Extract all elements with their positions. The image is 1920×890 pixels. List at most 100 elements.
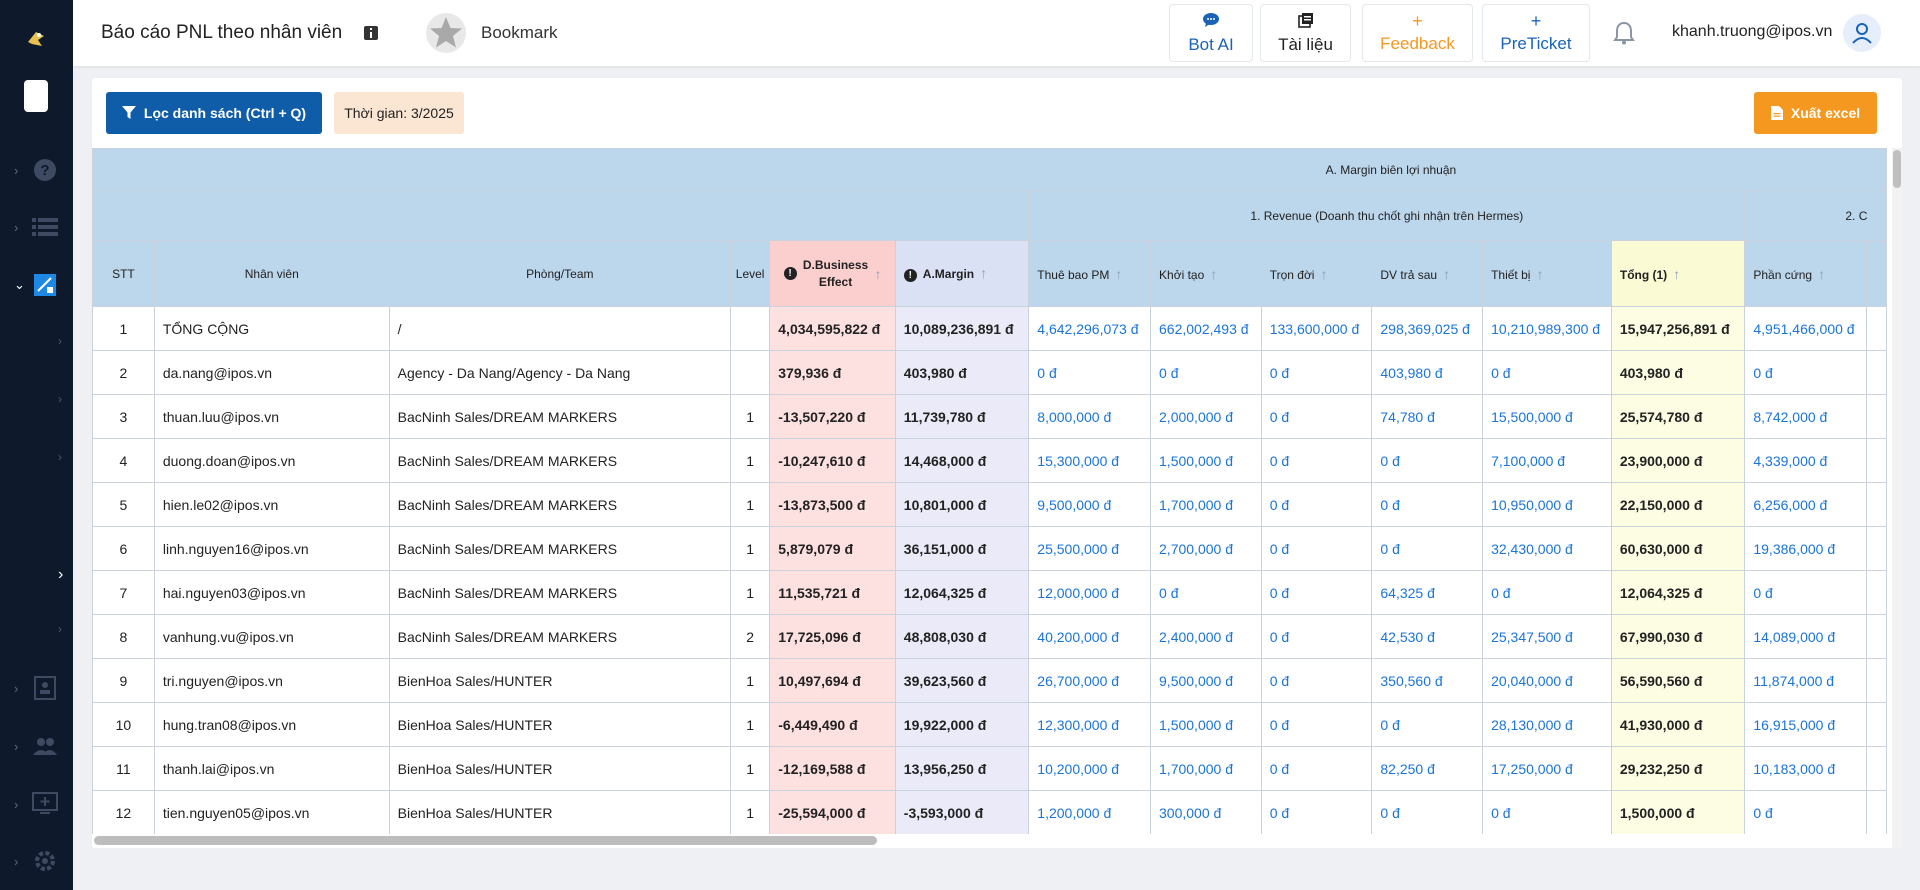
cell-thiet-bi[interactable]: 20,040,000 đ — [1482, 658, 1612, 703]
avatar[interactable] — [1843, 14, 1881, 52]
col-header-khoi-tao[interactable]: Khởi tạo ↑ — [1150, 240, 1262, 307]
chevron-right-icon[interactable]: › — [58, 334, 62, 348]
cell-thue-bao[interactable]: 0 đ — [1028, 350, 1152, 395]
cell-phan-cung[interactable]: 0 đ — [1744, 350, 1868, 395]
sidebar-item-monitor[interactable]: › — [0, 784, 73, 824]
info-icon[interactable] — [363, 25, 379, 41]
sort-up-icon[interactable]: ↑ — [1115, 265, 1123, 282]
table-row[interactable]: 7 hai.nguyen03@ipos.vn BacNinh Sales/DREAM… — [92, 570, 1887, 615]
sort-up-icon[interactable]: ↑ — [1210, 265, 1218, 282]
cell-thiet-bi[interactable]: 0 đ — [1482, 350, 1612, 395]
cell-khoi-tao[interactable]: 662,002,493 đ — [1150, 306, 1262, 351]
table-row[interactable]: 4 duong.doan@ipos.vn BacNinh Sales/DREAM M… — [92, 438, 1887, 483]
cell-phan-cung[interactable]: 6,256,000 đ — [1744, 482, 1868, 527]
cell-dv-tra-sau[interactable]: 0 đ — [1371, 790, 1484, 834]
cell-khoi-tao[interactable]: 2,700,000 đ — [1150, 526, 1262, 571]
chevron-right-icon[interactable]: › — [58, 392, 62, 406]
cell-dv-tra-sau[interactable]: 74,780 đ — [1371, 394, 1484, 439]
cell-thiet-bi[interactable]: 17,250,000 đ — [1482, 746, 1612, 791]
cell-tron-doi[interactable]: 0 đ — [1260, 790, 1373, 834]
sidebar-item-settings[interactable]: › — [0, 841, 73, 881]
cell-thiet-bi[interactable]: 7,100,000 đ — [1482, 438, 1612, 483]
sidebar-item-help[interactable]: › ? — [0, 150, 73, 190]
col-header-tong[interactable]: Tổng (1) ↑ — [1610, 240, 1746, 307]
chevron-right-icon[interactable]: › — [58, 566, 64, 583]
cell-khoi-tao[interactable]: 2,000,000 đ — [1150, 394, 1262, 439]
preticket-button[interactable]: + PreTicket — [1482, 4, 1590, 62]
cell-phan-cung[interactable]: 10,183,000 đ — [1744, 746, 1868, 791]
cell-thiet-bi[interactable]: 32,430,000 đ — [1482, 526, 1612, 571]
cell-tron-doi[interactable]: 0 đ — [1260, 614, 1373, 659]
cell-dv-tra-sau[interactable]: 350,560 đ — [1371, 658, 1484, 703]
notification-bell-icon[interactable] — [1611, 20, 1637, 46]
col-header-thue-bao[interactable]: Thuê bao PM ↑ — [1028, 240, 1152, 307]
cell-khoi-tao[interactable]: 0 đ — [1150, 570, 1262, 615]
pnl-table-container[interactable]: A. Margin biên lợi nhuận 1. Revenue (Doa… — [92, 148, 1887, 834]
table-row[interactable]: 1 TỔNG CỘNG/ 4,034,595,822 đ 10,089,236,891… — [92, 306, 1887, 351]
col-header-thiet-bi[interactable]: Thiết bị ↑ — [1482, 240, 1612, 307]
cell-phan-cung[interactable]: 8,742,000 đ — [1744, 394, 1868, 439]
cell-thue-bao[interactable]: 1,200,000 đ — [1028, 790, 1152, 834]
cell-phan-cung[interactable]: 14,089,000 đ — [1744, 614, 1868, 659]
cell-thue-bao[interactable]: 4,642,296,073 đ — [1028, 306, 1152, 351]
cell-thiet-bi[interactable]: 10,950,000 đ — [1482, 482, 1612, 527]
horizontal-scroll-thumb[interactable] — [94, 836, 877, 845]
cell-dv-tra-sau[interactable]: 298,369,025 đ — [1371, 306, 1484, 351]
cell-tron-doi[interactable]: 0 đ — [1260, 394, 1373, 439]
cell-thue-bao[interactable]: 40,200,000 đ — [1028, 614, 1152, 659]
cell-thue-bao[interactable]: 26,700,000 đ — [1028, 658, 1152, 703]
sort-up-icon[interactable]: ↑ — [1673, 265, 1681, 282]
sidebar-item-users[interactable]: › — [0, 726, 73, 766]
cell-thue-bao[interactable]: 15,300,000 đ — [1028, 438, 1152, 483]
bot-ai-button[interactable]: Bot AI — [1169, 4, 1253, 62]
cell-phan-cung[interactable]: 16,915,000 đ — [1744, 702, 1868, 747]
sidebar-item-report[interactable]: ⌄ — [0, 265, 73, 305]
cell-khoi-tao[interactable]: 1,700,000 đ — [1150, 746, 1262, 791]
cell-khoi-tao[interactable]: 9,500,000 đ — [1150, 658, 1262, 703]
filter-list-button[interactable]: Lọc danh sách (Ctrl + Q) — [106, 92, 322, 134]
sidebar-item-list[interactable]: › — [0, 207, 73, 247]
tai-lieu-button[interactable]: Tài liệu — [1260, 4, 1351, 62]
cell-thue-bao[interactable]: 9,500,000 đ — [1028, 482, 1152, 527]
cell-tron-doi[interactable]: 0 đ — [1260, 570, 1373, 615]
chevron-right-icon[interactable]: › — [58, 450, 62, 464]
cell-tron-doi[interactable]: 0 đ — [1260, 746, 1373, 791]
cell-thiet-bi[interactable]: 10,210,989,300 đ — [1482, 306, 1612, 351]
sort-up-icon[interactable]: ↑ — [1443, 265, 1451, 282]
sort-up-icon[interactable]: ↑ — [1320, 265, 1328, 282]
cell-khoi-tao[interactable]: 1,700,000 đ — [1150, 482, 1262, 527]
vertical-scroll-thumb[interactable] — [1893, 150, 1901, 188]
cell-thue-bao[interactable]: 25,500,000 đ — [1028, 526, 1152, 571]
cell-thue-bao[interactable]: 8,000,000 đ — [1028, 394, 1152, 439]
cell-phan-cung[interactable]: 0 đ — [1744, 790, 1868, 834]
col-header-tron-doi[interactable]: Trọn đời ↑ — [1260, 240, 1373, 307]
table-row[interactable]: 8 vanhung.vu@ipos.vn BacNinh Sales/DREAM M… — [92, 614, 1887, 659]
table-row[interactable]: 3 thuan.luu@ipos.vn BacNinh Sales/DREAM MA… — [92, 394, 1887, 439]
cell-phan-cung[interactable]: 11,874,000 đ — [1744, 658, 1868, 703]
cell-phan-cung[interactable]: 19,386,000 đ — [1744, 526, 1868, 571]
table-row[interactable]: 11 thanh.lai@ipos.vn BienHoa Sales/HUNTER 1… — [92, 746, 1887, 791]
cell-dv-tra-sau[interactable]: 64,325 đ — [1371, 570, 1484, 615]
cell-tron-doi[interactable]: 0 đ — [1260, 702, 1373, 747]
cell-dv-tra-sau[interactable]: 403,980 đ — [1371, 350, 1484, 395]
cell-khoi-tao[interactable]: 1,500,000 đ — [1150, 702, 1262, 747]
chevron-right-icon[interactable]: › — [58, 622, 62, 636]
col-header-business-effect[interactable]: ! D.Business Effect ↑ — [769, 240, 896, 307]
cell-thiet-bi[interactable]: 0 đ — [1482, 570, 1612, 615]
cell-dv-tra-sau[interactable]: 0 đ — [1371, 526, 1484, 571]
bookmark-label[interactable]: Bookmark — [481, 23, 558, 42]
cell-thue-bao[interactable]: 12,000,000 đ — [1028, 570, 1152, 615]
table-row[interactable]: 9 tri.nguyen@ipos.vn BienHoa Sales/HUNTER 1… — [92, 658, 1887, 703]
cell-khoi-tao[interactable]: 2,400,000 đ — [1150, 614, 1262, 659]
sidebar-toggle[interactable] — [24, 80, 48, 112]
table-row[interactable]: 6 linh.nguyen16@ipos.vn BacNinh Sales/DREA… — [92, 526, 1887, 571]
cell-thiet-bi[interactable]: 28,130,000 đ — [1482, 702, 1612, 747]
table-row[interactable]: 12 tien.nguyen05@ipos.vn BienHoa Sales/HUN… — [92, 790, 1887, 834]
export-excel-button[interactable]: Xuất excel — [1754, 92, 1877, 134]
bookmark-star-icon[interactable] — [425, 12, 467, 54]
cell-dv-tra-sau[interactable]: 0 đ — [1371, 438, 1484, 483]
cell-thue-bao[interactable]: 10,200,000 đ — [1028, 746, 1152, 791]
cell-dv-tra-sau[interactable]: 42,530 đ — [1371, 614, 1484, 659]
cell-dv-tra-sau[interactable]: 0 đ — [1371, 482, 1484, 527]
feedback-button[interactable]: + Feedback — [1362, 4, 1473, 62]
